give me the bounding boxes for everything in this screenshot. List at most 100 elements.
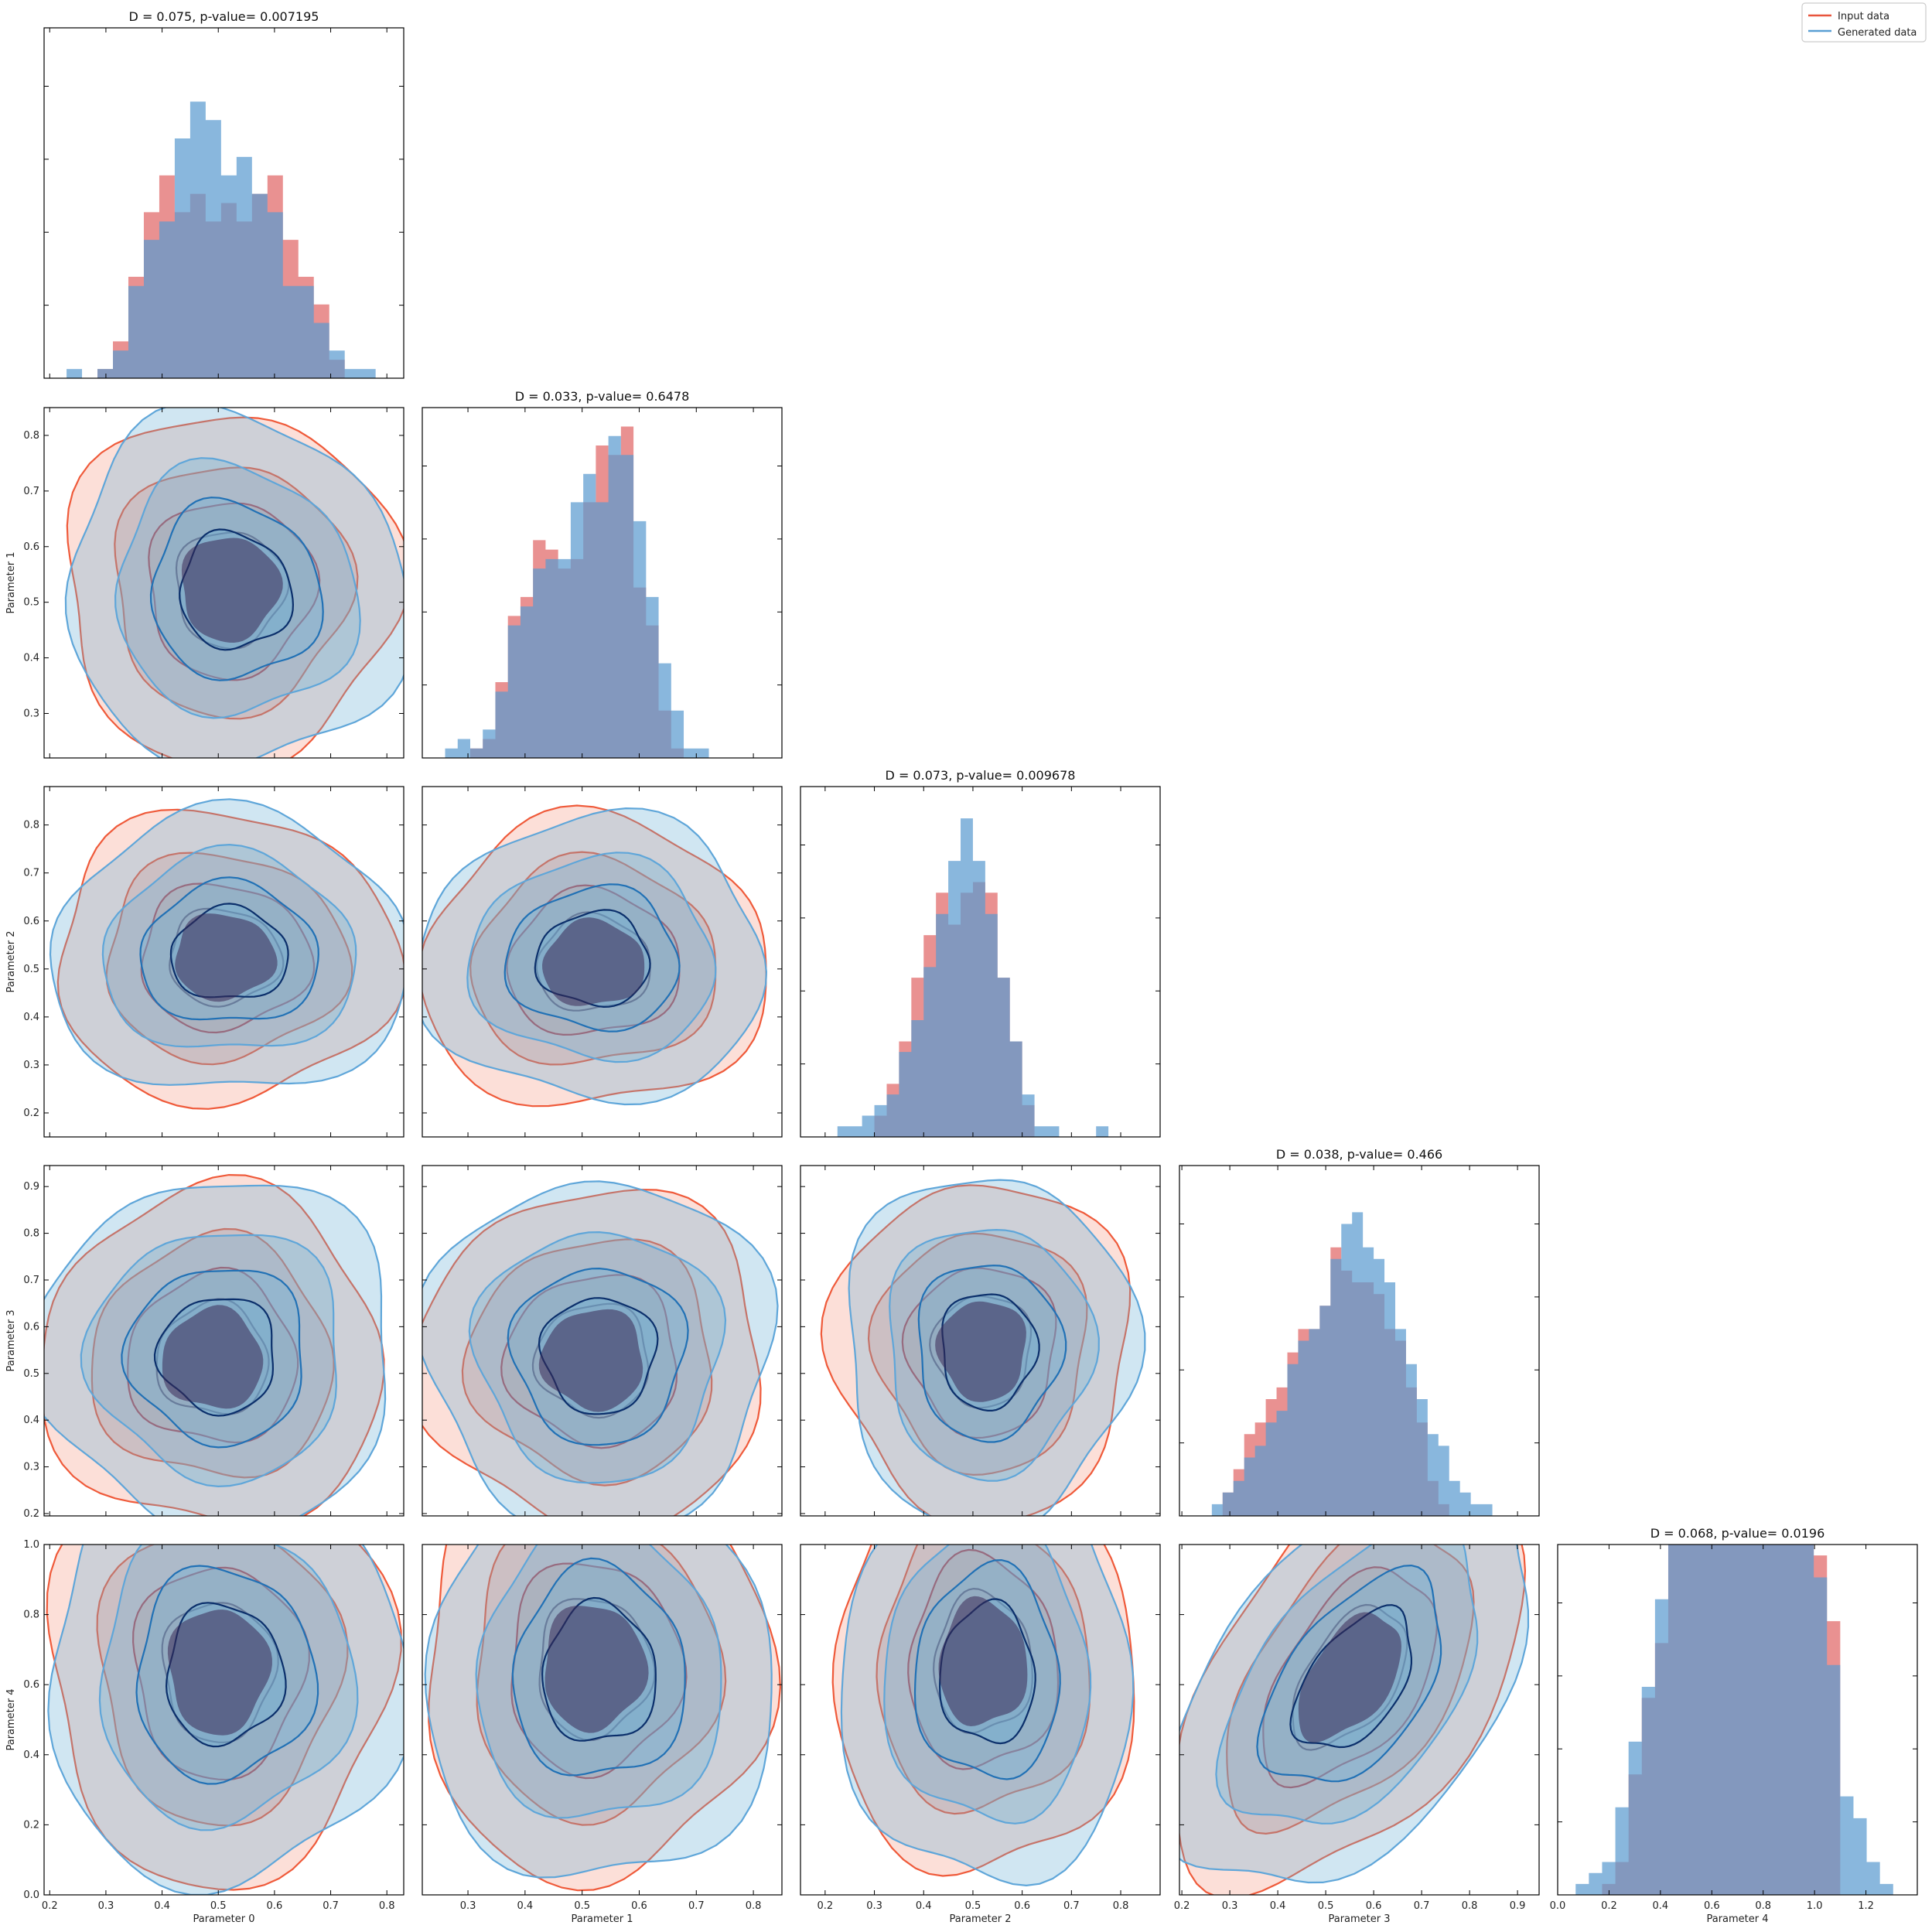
y-tick-label: 0.5 <box>23 597 39 609</box>
diagonal-panel-3: D = 0.038, p-value= 0.466 <box>1179 1147 1540 1517</box>
contour-group <box>820 1179 1146 1516</box>
y-tick-label: 0.8 <box>23 430 39 442</box>
x-tick-label: 0.3 <box>460 1900 476 1912</box>
axes-frame <box>422 1544 783 1896</box>
y-tick-label: 0.4 <box>23 1415 39 1426</box>
x-axis-label: Parameter 0 <box>193 1913 254 1925</box>
y-tick-label: 0.6 <box>23 916 39 927</box>
pair-panel-2-0: 0.2 0.3 0.4 0.5 0.6 0.7 0.8 Parameter 2 <box>5 786 404 1138</box>
x-tick-label: 0.2 <box>1174 1900 1190 1912</box>
histogram-group <box>445 426 734 758</box>
x-tick-label: 0.8 <box>1755 1900 1771 1912</box>
pair-panel-3-0: 0.2 0.3 0.4 0.5 0.6 0.7 0.8 0.9 Parameter 3 <box>5 1165 404 1520</box>
axes-frame <box>800 1165 1161 1517</box>
y-tick-label: 0.4 <box>23 653 39 664</box>
y-tick-label: 0.5 <box>23 964 39 975</box>
x-tick-label: 0.9 <box>1510 1900 1526 1912</box>
axes-frame <box>1179 1165 1540 1517</box>
x-tick-label: 0.3 <box>866 1900 882 1912</box>
axes-frame <box>43 1544 404 1896</box>
x-tick-label: 0.3 <box>98 1900 114 1912</box>
axes-frame <box>43 27 404 379</box>
y-tick-label: 0.8 <box>23 820 39 831</box>
contour-group <box>831 1545 1135 1887</box>
histogram-generated <box>67 101 404 378</box>
axes-frame <box>43 1165 404 1517</box>
histogram-generated <box>1200 1212 1536 1516</box>
x-tick-label: 0.8 <box>1462 1900 1478 1912</box>
contour-group <box>422 1180 779 1516</box>
x-axis-label: Parameter 1 <box>571 1913 633 1925</box>
contour-group <box>49 798 404 1110</box>
x-axis-label: Parameter 2 <box>949 1913 1011 1925</box>
legend-label-generated: Generated data <box>1838 27 1917 39</box>
contour-core-overlap <box>162 1305 264 1409</box>
y-tick-label: 0.8 <box>23 1228 39 1240</box>
histogram-group <box>1200 1212 1536 1516</box>
y-tick-label: 0.3 <box>23 1060 39 1071</box>
x-tick-label: 0.4 <box>517 1900 534 1912</box>
y-tick-label: 0.0 <box>23 1889 39 1901</box>
pair-panel-2-1 <box>422 786 783 1138</box>
contour-group <box>1179 1545 1530 1895</box>
x-tick-label: 0.5 <box>1318 1900 1334 1912</box>
x-tick-label: 0.7 <box>1063 1900 1080 1912</box>
legend-frame <box>1801 2 1927 43</box>
diagonal-panel-0: D = 0.075, p-value= 0.007195 <box>43 9 404 379</box>
contour-core-overlap <box>181 538 283 643</box>
y-tick-label: 0.7 <box>23 868 39 879</box>
contour-group <box>422 804 768 1108</box>
axes-frame <box>800 1544 1161 1896</box>
axes-frame <box>1179 1544 1540 1896</box>
y-tick-label: 0.3 <box>23 1462 39 1473</box>
contour-core-overlap <box>542 917 645 1006</box>
x-tick-label: 0.8 <box>746 1900 762 1912</box>
x-tick-label: 0.6 <box>1014 1900 1030 1912</box>
x-axis-label: Parameter 3 <box>1328 1913 1390 1925</box>
x-tick-label: 0.4 <box>1653 1900 1669 1912</box>
x-tick-label: 0.5 <box>210 1900 227 1912</box>
contour-core-overlap <box>938 1596 1028 1726</box>
x-tick-label: 1.0 <box>1807 1900 1823 1912</box>
axes-frame <box>422 786 783 1138</box>
y-tick-label: 0.9 <box>23 1181 39 1193</box>
y-axis-label: Parameter 2 <box>5 930 17 992</box>
axes-frame <box>422 407 783 759</box>
y-tick-label: 0.2 <box>23 1819 39 1831</box>
y-tick-label: 0.6 <box>23 541 39 553</box>
contour-core-overlap <box>175 913 278 1002</box>
contour-group <box>46 1545 404 1895</box>
x-tick-label: 0.8 <box>1113 1900 1129 1912</box>
histogram-generated <box>824 818 1121 1137</box>
x-tick-label: 0.6 <box>631 1900 647 1912</box>
x-tick-label: 0.0 <box>1550 1900 1566 1912</box>
axes-frame <box>422 1165 783 1517</box>
pair-panel-3-1 <box>422 1165 783 1517</box>
y-tick-label: 0.6 <box>23 1679 39 1691</box>
histogram-group <box>1575 1545 1917 1895</box>
y-tick-label: 0.7 <box>23 486 39 497</box>
y-tick-label: 0.5 <box>23 1368 39 1380</box>
y-axis-label: Parameter 4 <box>5 1688 17 1750</box>
y-tick-label: 0.4 <box>23 1012 39 1023</box>
x-tick-label: 0.4 <box>154 1900 170 1912</box>
x-tick-label: 0.5 <box>574 1900 590 1912</box>
pair-panel-1-0: 0.3 0.4 0.5 0.6 0.7 0.8 Parameter 1 <box>5 407 404 759</box>
contour-core-overlap <box>935 1301 1026 1402</box>
x-tick-label: 0.2 <box>42 1900 58 1912</box>
y-axis-label: Parameter 1 <box>5 551 17 613</box>
legend-label-input: Input data <box>1838 11 1889 22</box>
y-axis-label: Parameter 3 <box>5 1309 17 1371</box>
y-tick-label: 0.2 <box>23 1508 39 1520</box>
x-tick-label: 0.6 <box>267 1900 283 1912</box>
diagonal-panel-4: D = 0.068, p-value= 0.0196 0.0 0.2 0.4 0.6 0.… <box>1550 1526 1918 1925</box>
x-tick-label: 0.2 <box>818 1900 834 1912</box>
diagonal-panel-1: D = 0.033, p-value= 0.6478 <box>422 389 783 759</box>
x-tick-label: 0.7 <box>323 1900 339 1912</box>
pair-panel-4-2: 0.2 0.3 0.4 0.5 0.6 0.7 0.8 Parameter 2 <box>800 1544 1161 1925</box>
y-tick-label: 0.4 <box>23 1749 39 1761</box>
contour-core-overlap <box>538 1309 643 1412</box>
contour-core-overlap <box>1298 1612 1401 1743</box>
